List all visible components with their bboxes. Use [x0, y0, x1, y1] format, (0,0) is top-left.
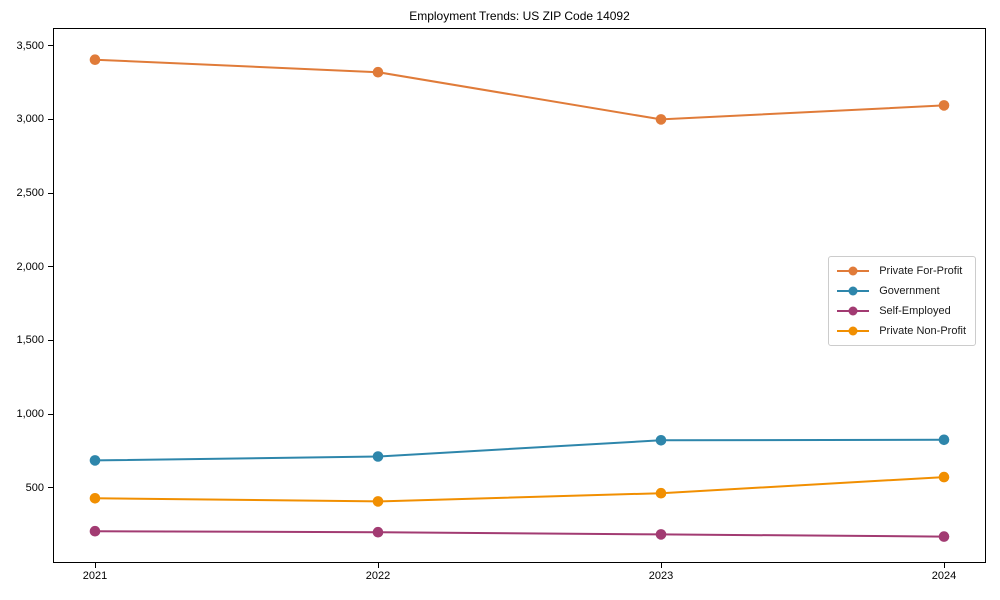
y-axis-tick-label: 1,000 [16, 408, 44, 421]
data-point-marker [89, 493, 101, 504]
y-axis-tick-mark [48, 118, 53, 120]
data-point-marker [938, 471, 950, 483]
plot-border [53, 28, 986, 563]
legend-marker-icon [837, 326, 870, 336]
data-point-marker [938, 531, 950, 542]
y-axis-tick-label: 2,000 [16, 260, 44, 273]
legend-item: Private Non-Profit [836, 321, 966, 341]
legend-label: Government [879, 285, 940, 297]
chart-title: Employment Trends: US ZIP Code 14092 [409, 9, 630, 23]
x-axis-tick-mark [660, 563, 662, 568]
data-point-marker [655, 529, 667, 540]
legend-label: Self-Employed [879, 305, 951, 317]
series-line [94, 476, 945, 503]
y-axis-tick-mark [48, 192, 53, 194]
legend-item: Private For-Profit [836, 261, 966, 281]
data-point-marker [89, 54, 101, 65]
series-line [94, 438, 945, 462]
series-line [94, 530, 945, 538]
plot-area: Private For-Profit Government Self-Employe… [53, 28, 986, 563]
x-axis-tick-label: 2023 [648, 570, 674, 582]
data-point-marker [89, 525, 101, 537]
series-line [94, 58, 945, 121]
y-axis-tick-mark [48, 413, 53, 415]
legend-item: Self-Employed [836, 301, 966, 321]
x-axis-tick-mark [943, 563, 945, 568]
legend-label: Private Non-Profit [879, 325, 966, 337]
y-axis-tick-label: 3,000 [16, 113, 44, 126]
legend-label: Private For-Profit [879, 265, 963, 277]
y-axis-tick-label: 3,500 [16, 39, 44, 52]
data-point-marker [89, 455, 101, 466]
line-plot [53, 28, 986, 563]
legend-marker-icon [837, 266, 870, 276]
y-axis-tick-mark [48, 45, 53, 47]
y-axis-tick-label: 2,500 [16, 187, 44, 200]
y-axis-tick-mark [48, 339, 53, 341]
legend: Private For-Profit Government Self-Employe… [828, 256, 976, 346]
y-axis-tick-label: 500 [25, 481, 44, 494]
data-point-marker [372, 496, 384, 507]
x-axis-tick-mark [377, 563, 379, 568]
data-point-marker [372, 451, 384, 462]
data-point-marker [372, 66, 384, 78]
x-axis-tick-label: 2024 [931, 570, 957, 582]
legend-marker-icon [837, 286, 870, 296]
data-point-marker [938, 100, 950, 111]
legend-item: Government [836, 281, 966, 301]
x-axis-tick-mark [94, 563, 96, 568]
x-axis-tick-label: 2022 [365, 570, 391, 582]
y-axis-tick-mark [48, 487, 53, 489]
data-point-marker [655, 114, 667, 125]
legend-marker-icon [837, 306, 870, 316]
y-axis-tick-label: 1,500 [16, 334, 44, 347]
x-axis-tick-label: 2021 [82, 570, 108, 582]
data-point-marker [655, 487, 667, 499]
data-point-marker [372, 526, 384, 538]
data-point-marker [938, 434, 950, 446]
y-axis-tick-mark [48, 266, 53, 268]
data-point-marker [655, 435, 667, 446]
